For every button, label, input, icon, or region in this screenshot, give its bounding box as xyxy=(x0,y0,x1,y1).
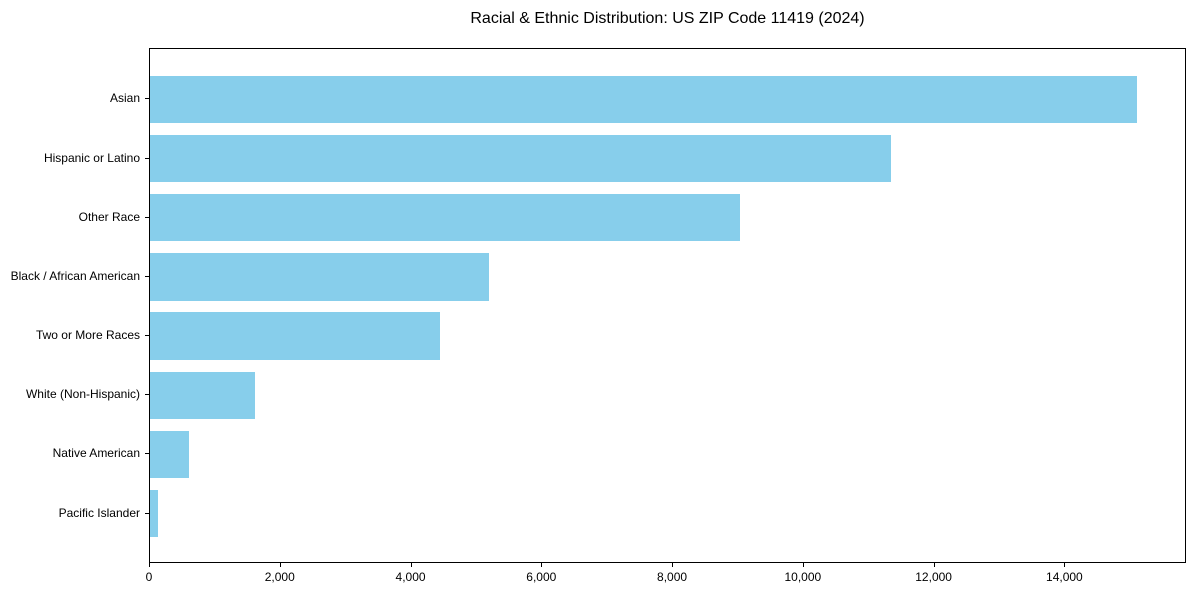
x-tick-mark xyxy=(541,563,543,567)
plot-area xyxy=(149,48,1186,563)
bar-two-or-more-races xyxy=(150,312,440,360)
y-tick-mark xyxy=(145,275,149,277)
x-tick-mark xyxy=(149,563,150,567)
y-axis-label-hispanic-or-latino: Hispanic or Latino xyxy=(43,150,140,165)
y-tick-mark xyxy=(145,157,149,159)
bar-pacific-islander xyxy=(150,490,158,538)
x-axis-tick-label: 6,000 xyxy=(526,570,557,584)
bar-white-non-hispanic xyxy=(150,371,256,419)
bar-other-race xyxy=(150,194,741,242)
y-tick-mark xyxy=(145,394,149,396)
y-tick-mark xyxy=(145,335,149,337)
x-axis-tick-label: 10,000 xyxy=(784,570,822,584)
x-axis-tick-label: 2,000 xyxy=(264,570,295,584)
x-axis-tick-label: 0 xyxy=(145,570,153,584)
x-axis-tick-label: 14,000 xyxy=(1046,570,1083,584)
y-tick-mark xyxy=(145,512,149,514)
x-tick-mark xyxy=(672,563,674,567)
x-tick-mark xyxy=(410,563,412,567)
y-axis-label-white-non-hispanic: White (Non-Hispanic) xyxy=(25,387,140,402)
x-axis-tick-label: 4,000 xyxy=(395,570,426,584)
bar-hispanic-or-latino xyxy=(150,134,892,183)
bar-black-african-american xyxy=(150,253,490,301)
x-tick-mark xyxy=(802,563,804,567)
y-axis-label-black-african-american: Black / African American xyxy=(10,268,140,283)
y-tick-mark xyxy=(145,453,149,455)
x-tick-mark xyxy=(1064,563,1066,567)
y-tick-mark xyxy=(145,216,149,218)
y-axis-label-other-race: Other Race xyxy=(78,209,140,224)
y-tick-mark xyxy=(145,98,149,100)
y-axis-label-pacific-islander: Pacific Islander xyxy=(58,505,140,520)
x-axis-tick-label: 12,000 xyxy=(915,570,952,584)
x-axis-tick-label: 8,000 xyxy=(657,570,688,584)
x-tick-mark xyxy=(933,563,935,567)
bar-native-american xyxy=(150,430,190,479)
y-axis-label-native-american: Native American xyxy=(52,446,140,461)
chart-title: Racial & Ethnic Distribution: US ZIP Cod… xyxy=(470,10,865,27)
x-tick-mark xyxy=(279,563,281,567)
y-axis-label-two-or-more-races: Two or More Races xyxy=(35,328,140,343)
y-axis-label-asian: Asian xyxy=(109,91,140,106)
bar-asian xyxy=(150,75,1138,123)
